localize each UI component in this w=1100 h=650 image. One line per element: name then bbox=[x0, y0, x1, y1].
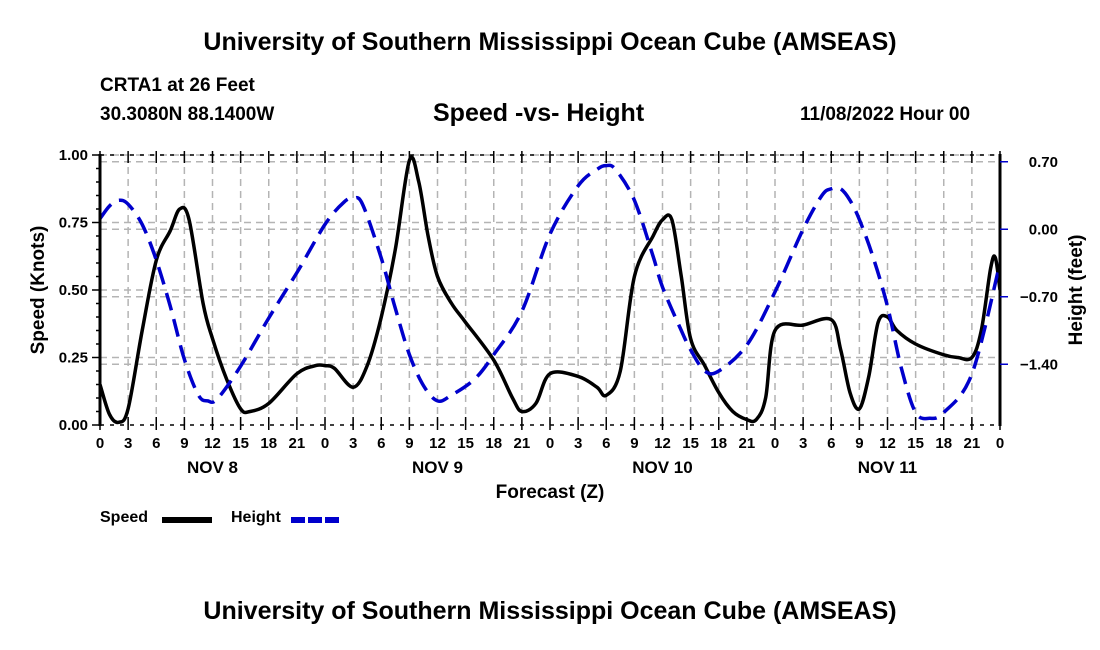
x-tick-label: 9 bbox=[180, 435, 188, 452]
y-tick-label: 1.00 bbox=[59, 147, 88, 164]
x-day-label: NOV 10 bbox=[632, 458, 692, 477]
x-day-label: NOV 11 bbox=[858, 458, 918, 477]
x-day-label: NOV 9 bbox=[412, 458, 463, 477]
x-tick-label: 15 bbox=[232, 435, 249, 452]
x-tick-label: 21 bbox=[289, 435, 306, 452]
x-tick-label: 15 bbox=[682, 435, 699, 452]
series-layer bbox=[100, 155, 1000, 425]
legend-height-label: Height bbox=[231, 509, 281, 526]
x-tick-label: 3 bbox=[349, 435, 357, 452]
y2-tick-label: 0.70 bbox=[1029, 154, 1058, 171]
legend-height-swatch bbox=[291, 517, 342, 523]
x-tick-label: 9 bbox=[855, 435, 863, 452]
legend-speed-label: Speed bbox=[100, 509, 149, 526]
footer-title: University of Southern Mississippi Ocean… bbox=[203, 597, 897, 625]
station-label: CRTA1 at 26 Feet bbox=[100, 75, 255, 96]
grid bbox=[100, 154, 1000, 425]
x-tick-label: 21 bbox=[514, 435, 531, 452]
x-tick-label: 12 bbox=[204, 435, 221, 452]
axes: 0 3 6 9 12 15 18 21 0 3 6 9 12 15 18 21 0 3 6 9 12 15 18 21 0 3 6 9… bbox=[59, 147, 1058, 477]
x-tick-label: 21 bbox=[964, 435, 981, 452]
x-tick-label: 21 bbox=[739, 435, 756, 452]
x-tick-label: 6 bbox=[152, 435, 160, 452]
y-tick-label: 0.00 bbox=[59, 417, 88, 434]
x-tick-label: 6 bbox=[377, 435, 385, 452]
x-tick-label: 12 bbox=[879, 435, 896, 452]
series-height-line bbox=[100, 163, 1000, 421]
y2-tick-label: −1.40 bbox=[1020, 356, 1058, 373]
chart-subtitle: Speed -vs- Height bbox=[433, 99, 645, 127]
x-tick-label: 6 bbox=[827, 435, 835, 452]
y2-axis-label: Height (feet) bbox=[1066, 235, 1087, 346]
series-speed-line bbox=[100, 155, 1000, 425]
forecast-datetime: 11/08/2022 Hour 00 bbox=[800, 104, 971, 125]
x-tick-label: 12 bbox=[654, 435, 671, 452]
x-tick-label: 15 bbox=[907, 435, 924, 452]
x-tick-label: 3 bbox=[124, 435, 132, 452]
x-tick-label: 3 bbox=[574, 435, 582, 452]
x-tick-label: 18 bbox=[485, 435, 502, 452]
x-axis-label: Forecast (Z) bbox=[495, 482, 605, 503]
x-tick-label: 0 bbox=[771, 435, 779, 452]
coordinates-label: 30.3080N 88.1400W bbox=[100, 104, 275, 125]
x-tick-label: 18 bbox=[710, 435, 727, 452]
y2-tick-label: −0.70 bbox=[1020, 289, 1058, 306]
x-tick-label: 6 bbox=[602, 435, 610, 452]
x-tick-label: 15 bbox=[457, 435, 474, 452]
y-tick-label: 0.25 bbox=[59, 350, 88, 367]
legend-speed-swatch bbox=[162, 517, 212, 523]
y2-tick-label: 0.00 bbox=[1029, 221, 1058, 238]
main-title: University of Southern Mississippi Ocean… bbox=[203, 28, 897, 56]
x-tick-label: 18 bbox=[260, 435, 277, 452]
x-day-label: NOV 8 bbox=[187, 458, 238, 477]
x-tick-label: 12 bbox=[429, 435, 446, 452]
y-axis-label: Speed (Knots) bbox=[28, 226, 49, 355]
x-tick-label: 3 bbox=[799, 435, 807, 452]
x-tick-label: 0 bbox=[96, 435, 104, 452]
x-tick-label: 9 bbox=[630, 435, 638, 452]
y-tick-label: 0.75 bbox=[59, 215, 88, 232]
x-tick-label: 0 bbox=[321, 435, 329, 452]
x-tick-label: 18 bbox=[935, 435, 952, 452]
y-tick-label: 0.50 bbox=[59, 282, 88, 299]
x-tick-label: 9 bbox=[405, 435, 413, 452]
x-tick-label: 0 bbox=[546, 435, 554, 452]
x-tick-label: 0 bbox=[996, 435, 1004, 452]
